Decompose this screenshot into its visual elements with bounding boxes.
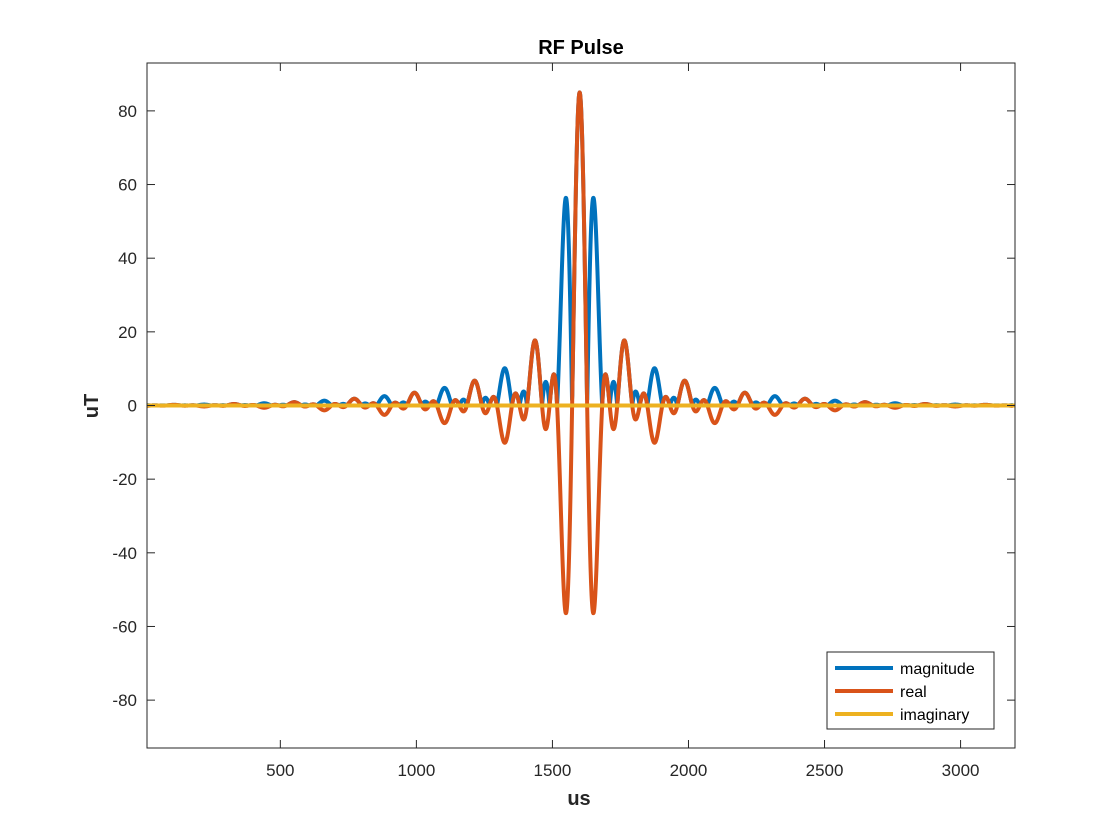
y-tick-label: -80: [112, 691, 137, 710]
y-tick-label: 60: [118, 176, 137, 195]
legend-label-magnitude: magnitude: [900, 661, 975, 678]
y-axis: -80 -60 -40 -20 0 20 40 60 80: [112, 102, 1015, 710]
x-tick-label: 2500: [806, 761, 844, 780]
y-tick-label: 20: [118, 323, 137, 342]
y-tick-label: -20: [112, 470, 137, 489]
x-tick-label: 1500: [534, 761, 572, 780]
series-layer: [145, 90, 1017, 616]
legend-label-imaginary: imaginary: [900, 707, 969, 724]
x-axis: 500 1000 1500 2000 2500 3000: [266, 63, 979, 780]
y-tick-label: -60: [112, 617, 137, 636]
y-tick-label: 0: [128, 397, 137, 416]
legend: magnitude real imaginary: [826, 651, 995, 730]
x-axis-label: us: [567, 788, 590, 810]
x-tick-label: 3000: [942, 761, 980, 780]
chart-title: RF Pulse: [538, 37, 624, 59]
y-tick-label: 40: [118, 249, 137, 268]
legend-label-real: real: [900, 684, 927, 701]
x-tick-label: 1000: [397, 761, 435, 780]
y-axis-label: uT: [81, 394, 103, 418]
y-tick-label: 80: [118, 102, 137, 121]
x-tick-label: 500: [266, 761, 294, 780]
y-tick-label: -40: [112, 544, 137, 563]
x-tick-label: 2000: [670, 761, 708, 780]
